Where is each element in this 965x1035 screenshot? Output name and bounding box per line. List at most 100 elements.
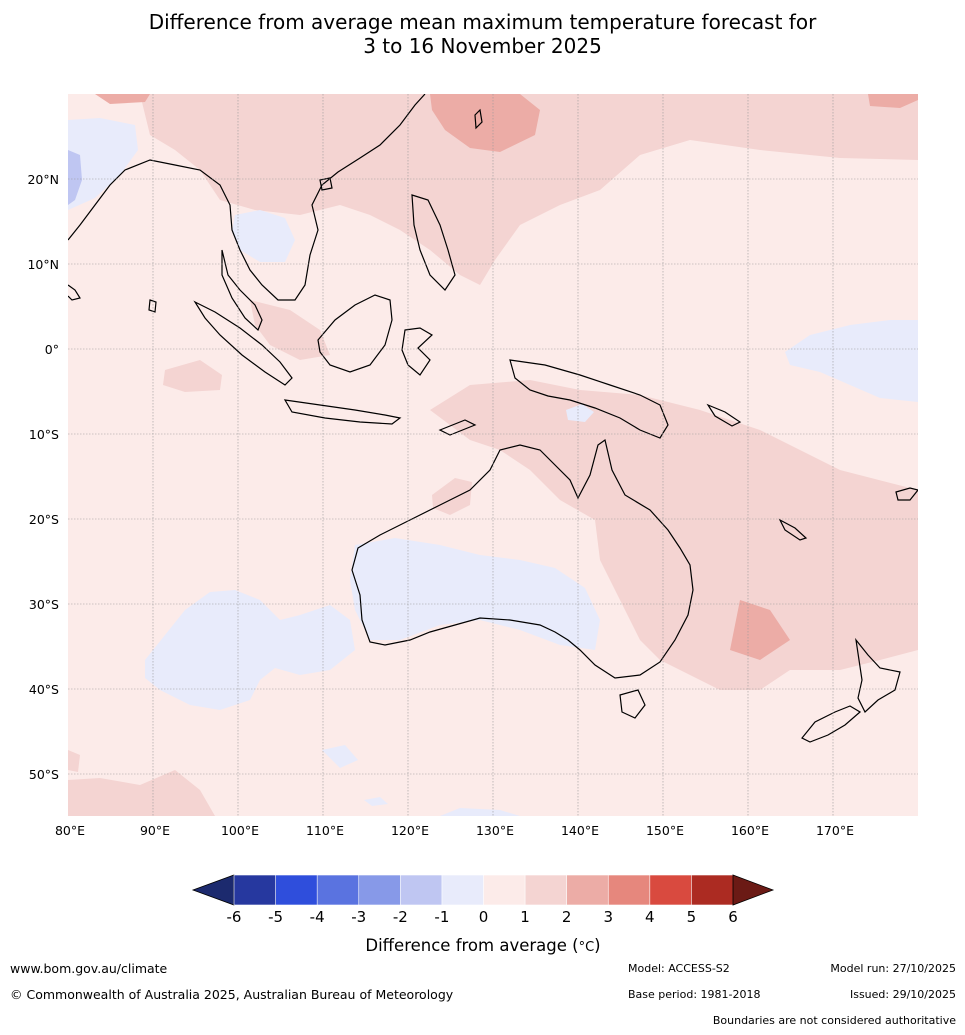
coastline-hainan xyxy=(319,177,333,191)
coastline-tasmania xyxy=(619,689,646,719)
title-line-2: 3 to 16 November 2025 xyxy=(363,34,602,58)
graticule xyxy=(68,94,918,816)
colorbar-swatch xyxy=(441,874,485,906)
lon-label-90e: 90°E xyxy=(140,823,170,838)
anomaly-region-hot-china xyxy=(430,94,540,152)
lon-label-110e: 110°E xyxy=(306,823,344,838)
colorbar-swatch xyxy=(649,874,693,906)
colorbar-tick-label: -2 xyxy=(393,908,408,926)
colorbar-label-text: Difference from average ( xyxy=(365,936,578,955)
lat-label-40s: 40°S xyxy=(29,682,59,697)
colorbar-tick-label: -1 xyxy=(434,908,449,926)
anomaly-region-hot-tasman xyxy=(730,600,790,660)
colorbar-swatch xyxy=(400,874,443,906)
colorbar-swatch xyxy=(524,874,568,906)
lat-label-20s: 20°S xyxy=(29,512,59,527)
colorbar-swatch xyxy=(607,874,651,906)
colorbar-label-unit: °C xyxy=(579,940,595,955)
colorbar-tick-label: -5 xyxy=(268,908,283,926)
lon-label-100e: 100°E xyxy=(221,823,259,838)
footer-website: www.bom.gov.au/climate xyxy=(10,961,168,976)
lat-label-20n: 20°N xyxy=(27,172,59,187)
coastline-fiji xyxy=(895,487,918,501)
lon-label-140e: 140°E xyxy=(561,823,599,838)
coastline-taiwan xyxy=(474,108,483,130)
lat-label-10n: 10°N xyxy=(27,257,59,272)
colorbar-swatch xyxy=(483,874,526,906)
anomaly-region-warm-southwest-2 xyxy=(68,750,80,772)
footer-model-run: Model run: 27/10/2025 xyxy=(830,962,956,975)
colorbar-tick-label: 3 xyxy=(603,908,613,926)
latitude-labels: 20°N 10°N 0° 10°S 20°S 30°S 40°S 50°S xyxy=(27,172,59,782)
anomaly-region-hot-pacific xyxy=(868,94,918,108)
map-plot-area xyxy=(68,94,918,816)
lon-label-120e: 120°E xyxy=(391,823,429,838)
lon-label-130e: 130°E xyxy=(476,823,514,838)
colorbar-low-extend xyxy=(191,874,235,906)
footer-disclaimer: Boundaries are not considered authoritat… xyxy=(712,1014,956,1027)
colorbar-swatch xyxy=(358,874,402,906)
footer-copyright: © Commonwealth of Australia 2025, Austra… xyxy=(10,987,454,1002)
lat-label-30s: 30°S xyxy=(29,597,59,612)
coastline-timor xyxy=(438,419,477,436)
footer-base-period: Base period: 1981-2018 xyxy=(628,988,761,1001)
colorbar-label: Difference from average (°C) xyxy=(365,936,600,955)
anomaly-region-warm-southwest xyxy=(68,770,215,816)
footer-issued: Issued: 29/10/2025 xyxy=(849,988,956,1001)
anomaly-region-cool-south-3 xyxy=(440,808,520,816)
anomaly-region-cooler-india xyxy=(68,150,82,205)
anomaly-region-warm-north xyxy=(140,94,918,285)
coastline-india-south xyxy=(68,284,81,301)
lon-label-160e: 160°E xyxy=(731,823,769,838)
colorbar-swatch xyxy=(233,874,277,906)
anomaly-region-warm-ningaloo xyxy=(432,478,472,515)
anomaly-region-warm-australia xyxy=(430,380,918,690)
colorbar-high-extend xyxy=(732,874,775,906)
anomaly-region-cool-australia xyxy=(350,538,600,650)
colorbar-tick-label: 4 xyxy=(645,908,655,926)
lon-label-150e: 150°E xyxy=(646,823,684,838)
colorbar-tick-label: 0 xyxy=(479,908,489,926)
coastline-sri-lanka xyxy=(148,299,157,313)
anomaly-region-warm-indonesia xyxy=(250,300,330,360)
anomaly-region-cool-india xyxy=(68,118,138,210)
coastline-malay-peninsula xyxy=(221,249,263,332)
anomaly-region-cool-south-2 xyxy=(364,797,388,806)
anomaly-region-cool-pacific xyxy=(785,320,918,402)
coastline-new-zealand-south xyxy=(801,705,862,743)
chart-title: Difference from average mean maximum tem… xyxy=(0,10,965,58)
colorbar-label-close: ) xyxy=(594,936,600,955)
colorbar-swatch xyxy=(691,874,734,906)
coastline-solomons xyxy=(706,403,742,427)
coastline-australia xyxy=(351,438,694,679)
lon-label-170e: 170°E xyxy=(816,823,854,838)
colorbar-swatches xyxy=(233,874,734,906)
coastline-borneo xyxy=(317,294,393,373)
colorbar: -6 -5 -4 -3 -2 -1 0 1 2 3 4 5 6 Difference from aver… xyxy=(191,874,775,955)
colorbar-tick-label: -3 xyxy=(351,908,366,926)
colorbar-tick-labels: -6 -5 -4 -3 -2 -1 0 1 2 3 4 5 6 xyxy=(227,908,738,926)
colorbar-swatch xyxy=(316,874,360,906)
anomaly-region-cool-thailand xyxy=(232,210,295,262)
colorbar-tick-label: 1 xyxy=(520,908,530,926)
colorbar-tick-label: 6 xyxy=(728,908,738,926)
coastline-java xyxy=(283,399,402,425)
footer-model: Model: ACCESS-S2 xyxy=(628,962,730,975)
coastline-mainland-asia xyxy=(68,94,426,301)
colorbar-swatch xyxy=(566,874,610,906)
coastline-sulawesi xyxy=(401,327,434,376)
lon-label-80e: 80°E xyxy=(55,823,85,838)
lat-label-equator: 0° xyxy=(45,342,59,357)
coastline-philippines xyxy=(411,194,456,291)
colorbar-tick-label: 2 xyxy=(562,908,572,926)
lat-label-50s: 50°S xyxy=(29,767,59,782)
anomaly-region-cool-indian-ocean xyxy=(145,590,355,710)
coastlines xyxy=(68,94,918,743)
anomaly-region-hot-tibet xyxy=(95,94,150,104)
colorbar-swatch xyxy=(275,874,318,906)
anomaly-region-cool-south-1 xyxy=(322,745,358,768)
anomaly-region-cool-png xyxy=(566,404,594,422)
title-line-1: Difference from average mean maximum tem… xyxy=(148,10,817,34)
anomaly-region-warm-indian xyxy=(163,360,222,392)
